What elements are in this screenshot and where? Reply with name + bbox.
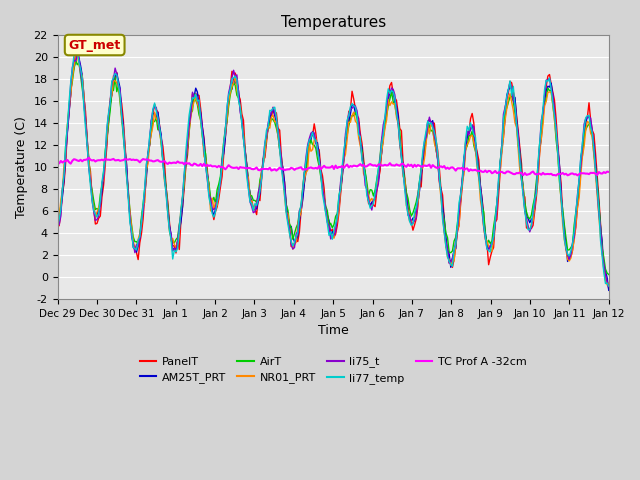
TC Prof A -32cm (85, 155, 93, 161)
li77_temp (506, 78, 514, 84)
li77_temp (54, 222, 61, 228)
AM25T_PRT (365, 198, 372, 204)
PanelT (60, 180, 68, 185)
AM25T_PRT (220, 151, 228, 156)
NR01_PRT (220, 139, 228, 144)
Line: PanelT: PanelT (58, 48, 609, 288)
TC Prof A -32cm (506, 169, 514, 175)
li75_t (365, 196, 372, 202)
TC Prof A -32cm (365, 162, 372, 168)
li75_t (74, 51, 81, 57)
AM25T_PRT (177, 219, 185, 225)
AM25T_PRT (506, 85, 514, 91)
li77_temp (605, 283, 612, 289)
NR01_PRT (604, 282, 611, 288)
Line: li75_t: li75_t (58, 54, 609, 287)
li77_temp (177, 207, 185, 213)
PanelT (74, 45, 81, 51)
li75_t (513, 122, 520, 128)
TC Prof A -32cm (54, 159, 61, 165)
AirT (220, 139, 228, 145)
AirT (54, 216, 61, 222)
li75_t (60, 173, 68, 179)
TC Prof A -32cm (220, 165, 228, 171)
AirT (513, 122, 520, 128)
li75_t (54, 220, 61, 226)
li77_temp (220, 140, 228, 146)
PanelT (506, 79, 514, 84)
TC Prof A -32cm (60, 158, 68, 164)
TC Prof A -32cm (177, 160, 185, 166)
AirT (60, 170, 68, 176)
NR01_PRT (177, 205, 185, 211)
AirT (506, 94, 514, 99)
NR01_PRT (74, 53, 81, 59)
li75_t (605, 284, 612, 289)
AirT (72, 57, 79, 63)
X-axis label: Time: Time (318, 324, 349, 337)
NR01_PRT (365, 192, 372, 198)
Line: NR01_PRT: NR01_PRT (58, 56, 609, 285)
AM25T_PRT (54, 225, 61, 230)
TC Prof A -32cm (605, 169, 612, 175)
li75_t (220, 144, 228, 150)
PanelT (177, 217, 185, 223)
PanelT (513, 113, 520, 119)
li77_temp (74, 46, 81, 52)
Legend: PanelT, AM25T_PRT, AirT, NR01_PRT, li75_t, li77_temp, TC Prof A -32cm: PanelT, AM25T_PRT, AirT, NR01_PRT, li75_… (135, 352, 531, 388)
li77_temp (365, 198, 372, 204)
Y-axis label: Temperature (C): Temperature (C) (15, 116, 28, 218)
li75_t (177, 211, 185, 217)
AirT (177, 211, 185, 217)
li75_t (506, 79, 514, 85)
li77_temp (60, 170, 68, 176)
AM25T_PRT (513, 116, 520, 122)
PanelT (220, 152, 228, 157)
AM25T_PRT (74, 53, 81, 59)
AM25T_PRT (60, 176, 68, 181)
AM25T_PRT (605, 288, 612, 293)
Line: AirT: AirT (58, 60, 609, 275)
NR01_PRT (506, 91, 514, 96)
li77_temp (513, 121, 520, 127)
PanelT (54, 224, 61, 230)
Text: GT_met: GT_met (68, 38, 121, 51)
TC Prof A -32cm (552, 173, 560, 179)
Line: TC Prof A -32cm: TC Prof A -32cm (58, 158, 609, 176)
NR01_PRT (60, 162, 68, 168)
AirT (605, 272, 612, 277)
NR01_PRT (605, 280, 612, 286)
NR01_PRT (54, 215, 61, 220)
TC Prof A -32cm (513, 170, 520, 176)
Line: AM25T_PRT: AM25T_PRT (58, 56, 609, 290)
Title: Temperatures: Temperatures (280, 15, 386, 30)
PanelT (365, 200, 372, 206)
PanelT (605, 286, 612, 291)
NR01_PRT (513, 125, 520, 131)
AirT (365, 192, 372, 198)
Line: li77_temp: li77_temp (58, 49, 609, 286)
